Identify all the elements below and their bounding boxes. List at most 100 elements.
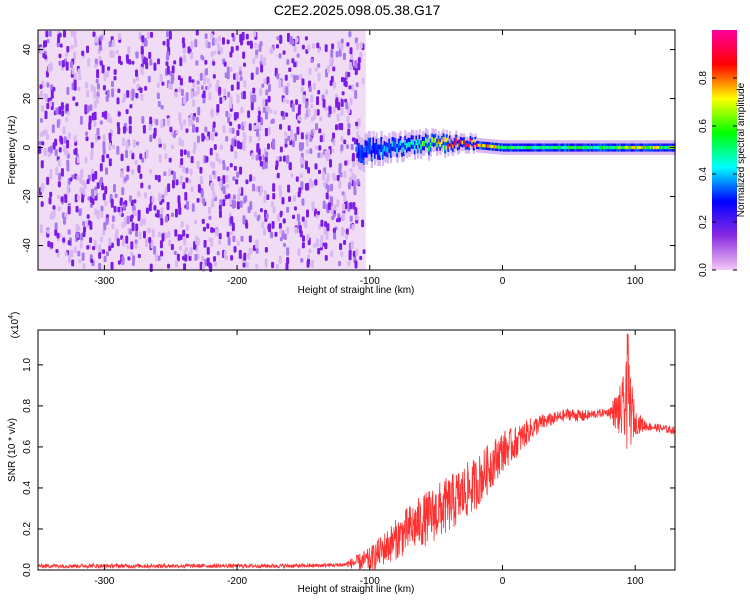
spectrogram-cell xyxy=(325,178,329,184)
spectrogram-cell xyxy=(180,158,184,166)
spectrogram-cell xyxy=(126,244,130,250)
carrier-core xyxy=(510,145,514,150)
spectrogram-cell xyxy=(160,250,164,257)
spectrogram-cell xyxy=(103,255,107,263)
carrier-core xyxy=(394,142,397,148)
spectrogram-cell xyxy=(349,97,353,106)
carrier-core xyxy=(523,145,526,150)
spectrogram-cell xyxy=(73,81,77,91)
spectrogram-cell xyxy=(164,232,168,239)
spectrogram-cell xyxy=(332,132,336,139)
spectrogram-cell xyxy=(57,206,61,212)
spectrogram-cell xyxy=(226,231,230,238)
spectrogram-cell xyxy=(225,136,229,142)
spectrogram-cell xyxy=(340,98,344,108)
spectrogram-cell xyxy=(316,42,320,49)
spectrogram-cell xyxy=(310,94,314,103)
spectrogram-cell xyxy=(128,116,132,125)
carrier-core xyxy=(608,145,611,150)
spectrogram-cell xyxy=(62,237,66,243)
spectrogram-cell xyxy=(284,131,288,137)
spectrogram-cell xyxy=(103,72,107,82)
spectrogram-cell xyxy=(305,101,309,109)
spectrogram-cell xyxy=(106,89,110,99)
spectrogram-cell xyxy=(158,143,162,148)
spectrogram-cell xyxy=(293,74,297,83)
carrier-core xyxy=(417,143,420,150)
spectrogram-cell xyxy=(308,85,312,92)
spectrogram-cell xyxy=(90,142,94,149)
spectrogram-cell xyxy=(42,130,46,136)
spectrogram-cell xyxy=(111,223,115,230)
spectrogram-cell xyxy=(186,150,190,158)
colorbar-tick-label: 0.2 xyxy=(698,215,709,229)
spectrogram-cell xyxy=(141,116,145,124)
carrier-core xyxy=(487,144,490,148)
spectrogram-cell xyxy=(255,240,259,249)
y-tick-label: 0 xyxy=(22,144,33,150)
spectrogram-cell xyxy=(61,60,65,68)
spectrogram-cell xyxy=(157,255,161,261)
carrier-core xyxy=(617,145,620,150)
carrier-core xyxy=(472,144,475,148)
colorbar: 0.0 0.2 0.4 0.6 0.8 Normalized spectral ampl… xyxy=(698,30,747,277)
spectrogram-cell xyxy=(132,139,136,148)
spectrogram-cell xyxy=(141,35,145,43)
spectrogram-cell xyxy=(251,183,255,192)
carrier-core xyxy=(574,145,577,150)
spectrogram-cell xyxy=(354,207,358,216)
spectrogram-cell xyxy=(354,260,358,269)
spectrogram-cell xyxy=(312,128,316,133)
carrier-core xyxy=(665,145,668,150)
spectrogram-cell xyxy=(58,147,62,153)
spectrogram-cell xyxy=(266,194,270,201)
spectrogram-cell xyxy=(102,85,106,91)
spectrogram-cell xyxy=(108,41,112,48)
spectrogram-cell xyxy=(131,169,135,175)
spectrogram-cell xyxy=(285,86,289,94)
carrier-core xyxy=(436,142,439,148)
spectrogram-cell xyxy=(177,234,181,241)
spectrogram-cell xyxy=(183,263,187,271)
spectrogram-y-label: Frequency (Hz) xyxy=(7,116,18,185)
carrier-core xyxy=(375,143,378,150)
spectrogram-cell xyxy=(127,45,131,55)
spectrogram-cell xyxy=(135,230,139,237)
spectrogram-cell xyxy=(347,123,351,129)
spectrogram-cell xyxy=(185,177,189,183)
spectrogram-cell xyxy=(104,186,108,195)
spectrogram-cell xyxy=(350,143,354,151)
spectrogram-cell xyxy=(52,208,56,217)
carrier-core xyxy=(582,145,585,150)
spectrogram-cell xyxy=(242,90,246,100)
spectrogram-cell xyxy=(113,184,117,193)
spectrogram-cell xyxy=(149,263,153,273)
carrier-core xyxy=(407,141,410,148)
spectrogram-cell xyxy=(149,116,153,125)
carrier-core xyxy=(475,143,479,147)
spectrogram-cell xyxy=(316,109,320,116)
spectrogram-cell xyxy=(296,126,300,135)
spectrogram-cell xyxy=(275,164,279,171)
spectrogram-cell xyxy=(57,181,61,188)
spectrogram-cell xyxy=(236,171,240,178)
spectrogram-cell xyxy=(66,86,70,95)
spectrogram-cell xyxy=(348,249,352,256)
spectrogram-cell xyxy=(77,250,81,257)
carrier-core xyxy=(493,145,496,149)
spectrogram-cell xyxy=(324,254,328,261)
spectrogram-cell xyxy=(174,91,178,98)
spectrogram-cell xyxy=(278,79,282,89)
x-tick-label: 100 xyxy=(627,276,644,287)
spectrogram-cell xyxy=(210,108,214,118)
spectrogram-cell xyxy=(192,99,196,108)
spectrogram-cell xyxy=(161,194,165,199)
spectrogram-cell xyxy=(68,132,72,138)
carrier-core xyxy=(460,139,463,144)
carrier-core xyxy=(552,145,555,150)
spectrogram-cell xyxy=(218,158,222,164)
spectrogram-cell xyxy=(67,205,71,215)
spectrogram-cell xyxy=(174,208,178,218)
carrier-core xyxy=(420,144,423,150)
